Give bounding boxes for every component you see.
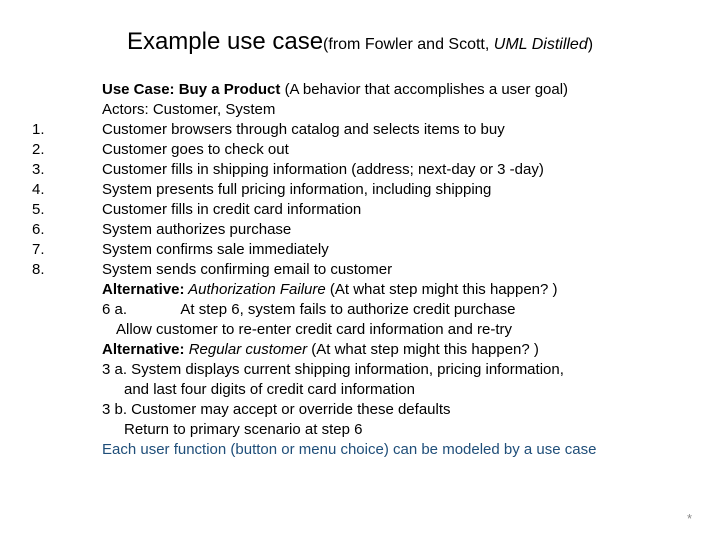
usecase-label: Use Case: Buy a Product [102, 81, 285, 98]
slide-title: Example use case(from Fowler and Scott, … [60, 28, 660, 56]
title-main: Example use case [127, 28, 323, 55]
alt-label: Alternative: [102, 341, 185, 358]
step-line: System presents full pricing information… [102, 180, 696, 200]
step-number: 6. [32, 220, 102, 240]
alt-tail: (At what step might this happen? ) [330, 281, 558, 298]
actors-line: Actors: Customer, System [102, 100, 696, 120]
alt1-6a: 6 a. At step 6, system fails to authoriz… [102, 300, 696, 320]
title-sub-prefix: (from Fowler and Scott, [323, 36, 494, 53]
step-line: System confirms sale immediately [102, 240, 696, 260]
alt1-header: Alternative: Authorization Failure (At w… [102, 280, 696, 300]
step-number: 8. [32, 260, 102, 280]
alt1-allow: Allow customer to re-enter credit card i… [102, 320, 696, 340]
step-number: 3. [32, 160, 102, 180]
slide-number-icon: * [687, 511, 692, 526]
step-line: System sends confirming email to custome… [102, 260, 696, 280]
content-area: 1. 2. 3. 4. 5. 6. 7. 8. Use Case: Buy a … [20, 80, 700, 460]
step-line: System authorizes purchase [102, 220, 696, 240]
alt2-3a2: and last four digits of credit card info… [102, 380, 696, 400]
step-number: 7. [32, 240, 102, 260]
alt-name: Regular customer [185, 341, 308, 358]
step-line: Customer fills in credit card informatio… [102, 200, 696, 220]
alt2-header: Alternative: Regular customer (At what s… [102, 340, 696, 360]
alt-label: Alternative: [102, 281, 185, 298]
title-sub-suffix: ) [588, 36, 593, 53]
step-number: 1. [32, 120, 102, 140]
title-sub-italic: UML Distilled [494, 36, 588, 53]
alt2-3a: 3 a. System displays current shipping in… [102, 360, 696, 380]
step-line: Customer browsers through catalog and se… [102, 120, 696, 140]
step-number: 4. [32, 180, 102, 200]
step-line: Customer goes to check out [102, 140, 696, 160]
alt-name: Authorization Failure [185, 281, 330, 298]
usecase-tail: (A behavior that accomplishes a user goa… [285, 81, 568, 98]
step-number: 5. [32, 200, 102, 220]
usecase-line: Use Case: Buy a Product (A behavior that… [102, 80, 696, 100]
footer-line: Each user function (button or menu choic… [102, 440, 696, 460]
step-number: 2. [32, 140, 102, 160]
alt2-3b: 3 b. Customer may accept or override the… [102, 400, 696, 420]
alt-tail: (At what step might this happen? ) [307, 341, 539, 358]
step-line: Customer fills in shipping information (… [102, 160, 696, 180]
body-text: Use Case: Buy a Product (A behavior that… [102, 80, 696, 460]
alt2-return: Return to primary scenario at step 6 [102, 420, 696, 440]
step-numbers: 1. 2. 3. 4. 5. 6. 7. 8. [32, 80, 102, 460]
